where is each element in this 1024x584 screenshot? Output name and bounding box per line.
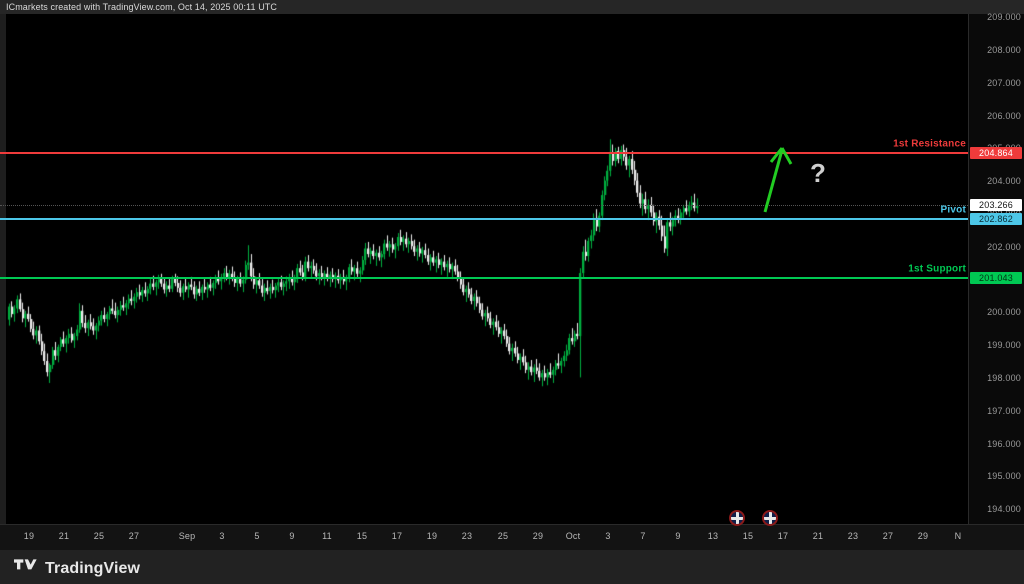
- time-tick: 25: [497, 531, 509, 541]
- price-tick: 206.000: [987, 110, 1021, 121]
- time-tick: 21: [812, 531, 824, 541]
- time-tick: 17: [391, 531, 403, 541]
- time-tick: 9: [675, 531, 681, 541]
- footer-bar: TradingView: [0, 550, 1024, 584]
- tradingview-wordmark: TradingView: [45, 559, 141, 577]
- level-label-pivot: Pivot: [940, 204, 966, 216]
- price-badge-pivot: 202.862: [970, 212, 1022, 225]
- time-tick: 19: [426, 531, 438, 541]
- time-tick: Sep: [178, 531, 196, 541]
- time-tick: 25: [93, 531, 105, 541]
- candlestick-series: [6, 14, 968, 524]
- last-price-dotted-line: [0, 205, 968, 207]
- chart-plot-area[interactable]: [6, 14, 968, 524]
- price-badge-1st-support: 201.043: [970, 272, 1022, 285]
- price-tick: 202.000: [987, 241, 1021, 252]
- attribution-bar: ICmarkets created with TradingView.com, …: [0, 0, 1024, 14]
- time-tick: N: [954, 531, 962, 541]
- time-tick: 7: [640, 531, 646, 541]
- price-tick: 208.000: [987, 45, 1021, 56]
- time-tick: 23: [847, 531, 859, 541]
- time-scale[interactable]: 19 21 25 27 Sep 3 5 9 11 15 17 19 23 25 29 Oct 3 7 9 13 15 17…: [0, 524, 1024, 551]
- time-tick: 13: [707, 531, 719, 541]
- level-line-1st-resistance[interactable]: [0, 151, 968, 154]
- time-tick: 29: [532, 531, 544, 541]
- price-tick: 195.000: [987, 471, 1021, 482]
- price-tick: 200.000: [987, 307, 1021, 318]
- price-tick: 204.000: [987, 176, 1021, 187]
- time-tick: 3: [219, 531, 225, 541]
- price-tick: 197.000: [987, 405, 1021, 416]
- level-label-1st-resistance: 1st Resistance: [893, 138, 966, 150]
- level-label-1st-support: 1st Support: [908, 263, 966, 275]
- uk-event-marker[interactable]: [762, 510, 778, 526]
- time-tick: 19: [23, 531, 35, 541]
- price-tick: 209.000: [987, 12, 1021, 23]
- price-tick: 207.000: [987, 77, 1021, 88]
- time-tick: 17: [777, 531, 789, 541]
- time-tick: Oct: [565, 531, 581, 541]
- time-tick: 5: [254, 531, 260, 541]
- time-tick: 29: [917, 531, 929, 541]
- price-badge-1st-resistance: 204.864: [970, 146, 1022, 159]
- time-tick: 9: [289, 531, 295, 541]
- tradingview-logo[interactable]: TradingView: [14, 558, 140, 579]
- price-tick: 194.000: [987, 504, 1021, 515]
- uk-event-marker[interactable]: [729, 510, 745, 526]
- time-tick: 15: [742, 531, 754, 541]
- level-line-1st-support[interactable]: [0, 277, 968, 280]
- price-scale[interactable]: 209.000208.000207.000206.000205.000204.0…: [968, 12, 1024, 524]
- question-mark-annotation: ?: [810, 158, 826, 188]
- price-tick: 198.000: [987, 373, 1021, 384]
- time-tick: 11: [322, 531, 332, 541]
- time-tick: 21: [58, 531, 70, 541]
- projection-arrow-icon: [763, 147, 793, 213]
- time-tick: 23: [461, 531, 473, 541]
- time-tick: 15: [356, 531, 368, 541]
- attribution-text: ICmarkets created with TradingView.com, …: [6, 2, 277, 12]
- time-tick: 27: [128, 531, 140, 541]
- time-tick: 27: [882, 531, 894, 541]
- price-tick: 196.000: [987, 438, 1021, 449]
- tradingview-logo-icon: [14, 558, 38, 579]
- level-line-pivot[interactable]: [0, 217, 968, 220]
- time-tick: 3: [605, 531, 611, 541]
- last-price-badge: 203.266: [970, 199, 1022, 212]
- price-tick: 199.000: [987, 340, 1021, 351]
